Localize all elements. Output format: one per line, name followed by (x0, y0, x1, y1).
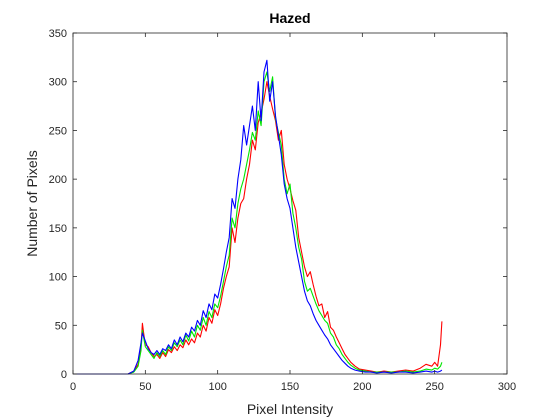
x-axis-label: Pixel Intensity (247, 401, 333, 417)
y-tick-label: 200 (49, 174, 67, 186)
y-tick-label: 300 (49, 77, 67, 89)
x-tick-label: 150 (281, 381, 299, 393)
y-tick-label: 250 (49, 125, 67, 137)
y-tick-label: 50 (55, 320, 67, 332)
plot-area (73, 33, 507, 374)
x-tick-label: 100 (208, 381, 226, 393)
y-tick-label: 150 (49, 223, 67, 235)
y-axis-ticks: 0 50 100 150 200 250 300 350 (49, 28, 507, 381)
y-tick-label: 0 (61, 369, 67, 381)
y-tick-label: 100 (49, 272, 67, 284)
x-tick-label: 50 (139, 381, 151, 393)
series-layer (73, 59, 443, 375)
x-tick-label: 300 (498, 381, 516, 393)
x-axis-ticks: 0 50 100 150 200 250 300 (70, 33, 516, 393)
series-line-2 (73, 59, 443, 375)
x-tick-label: 200 (353, 381, 371, 393)
y-axis-label: Number of Pixels (24, 150, 40, 257)
chart-title: Hazed (269, 10, 310, 26)
x-tick-label: 0 (70, 381, 76, 393)
x-tick-label: 250 (425, 381, 443, 393)
y-tick-label: 350 (49, 28, 67, 40)
